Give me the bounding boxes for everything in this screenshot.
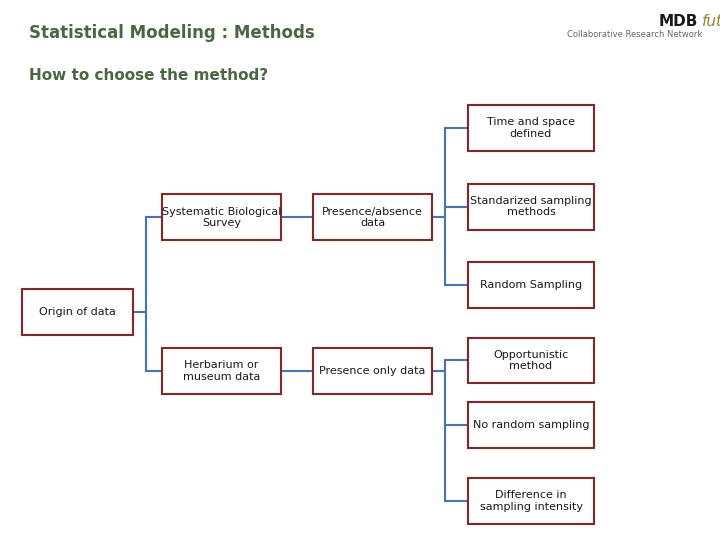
Text: Standarized sampling
methods: Standarized sampling methods [470, 195, 592, 217]
FancyBboxPatch shape [468, 105, 594, 151]
FancyBboxPatch shape [468, 262, 594, 308]
Text: No random sampling: No random sampling [473, 420, 589, 430]
Text: futures: futures [702, 14, 720, 29]
FancyBboxPatch shape [22, 289, 133, 335]
Text: Presence/absence
data: Presence/absence data [322, 206, 423, 228]
FancyBboxPatch shape [313, 348, 432, 394]
FancyBboxPatch shape [468, 402, 594, 448]
Text: Difference in
sampling intensity: Difference in sampling intensity [480, 490, 582, 512]
Text: How to choose the method?: How to choose the method? [29, 68, 268, 83]
FancyBboxPatch shape [468, 478, 594, 524]
Text: Presence only data: Presence only data [320, 366, 426, 376]
FancyBboxPatch shape [468, 338, 594, 383]
Text: Statistical Modeling : Methods: Statistical Modeling : Methods [29, 24, 315, 42]
FancyBboxPatch shape [162, 194, 281, 240]
Text: Opportunistic
method: Opportunistic method [493, 350, 569, 372]
Text: Random Sampling: Random Sampling [480, 280, 582, 290]
Text: Time and space
defined: Time and space defined [487, 117, 575, 139]
Text: Origin of data: Origin of data [39, 307, 116, 317]
Text: Systematic Biological
Survey: Systematic Biological Survey [162, 206, 281, 228]
Text: Herbarium or
museum data: Herbarium or museum data [183, 361, 260, 382]
FancyBboxPatch shape [468, 184, 594, 230]
Text: Collaborative Research Network: Collaborative Research Network [567, 30, 702, 39]
Text: MDB: MDB [659, 14, 698, 29]
FancyBboxPatch shape [313, 194, 432, 240]
FancyBboxPatch shape [162, 348, 281, 394]
